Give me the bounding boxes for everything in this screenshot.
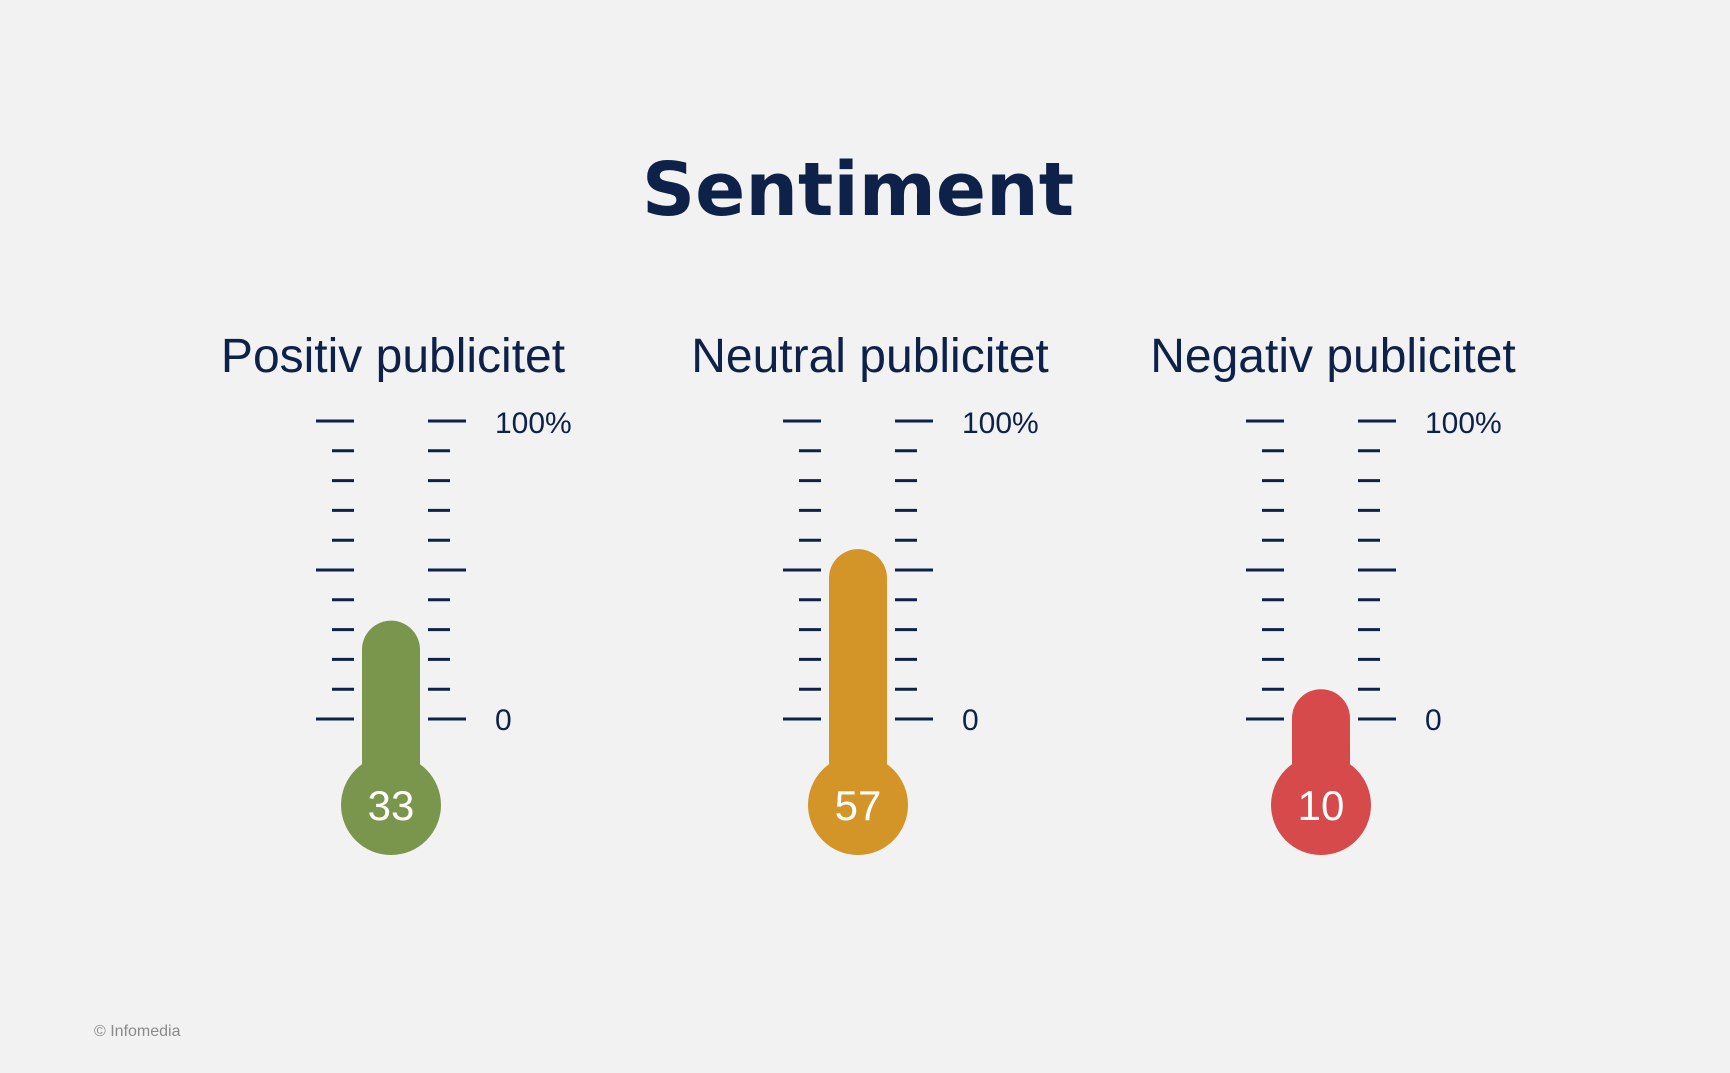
scale-label-min: 0 — [495, 704, 512, 737]
gauge-bulb — [341, 755, 441, 855]
gauge-value-label: 33 — [368, 782, 415, 829]
gauge-1: Positiv publicitet 100% 0 33 — [221, 330, 572, 855]
gauge-fill — [829, 549, 887, 805]
scale-label-max: 100% — [495, 407, 572, 440]
gauge-title: Neutral publicitet — [691, 330, 1049, 383]
gauge-value-label: 10 — [1298, 782, 1345, 829]
gauge-title: Negativ publicitet — [1150, 330, 1516, 383]
gauges-group: Positiv publicitet 100% 0 33 Neutral publici… — [221, 330, 1516, 855]
scale-label-min: 0 — [1425, 704, 1442, 737]
copyright-notice: © Infomedia — [94, 1023, 181, 1040]
scale-label-min: 0 — [962, 704, 979, 737]
scale-label-max: 100% — [962, 407, 1039, 440]
chart-title: Sentiment — [642, 147, 1074, 233]
gauge-bulb — [808, 755, 908, 855]
gauge-2: Neutral publicitet 100% 0 57 — [691, 330, 1049, 855]
scale-label-max: 100% — [1425, 407, 1502, 440]
gauge-title: Positiv publicitet — [221, 330, 565, 383]
gauge-3: Negativ publicitet 100% 0 10 — [1150, 330, 1516, 855]
gauge-bulb — [1271, 755, 1371, 855]
gauge-value-label: 57 — [835, 782, 882, 829]
